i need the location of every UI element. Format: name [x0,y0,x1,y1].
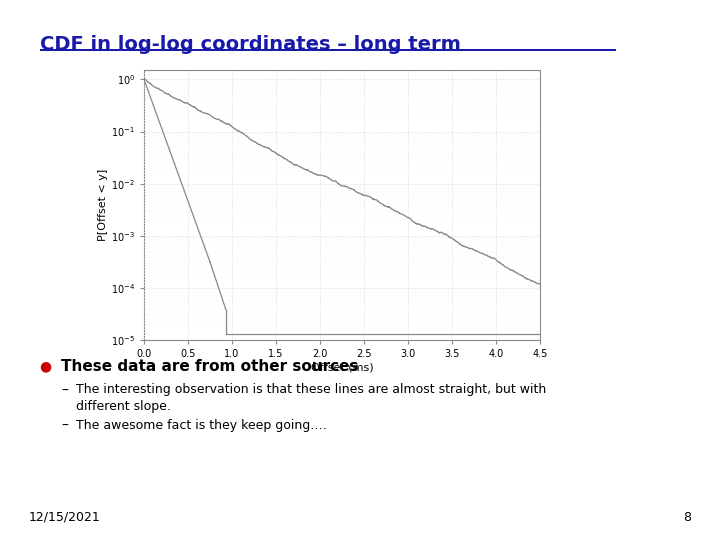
Text: The interesting observation is that these lines are almost straight, but with: The interesting observation is that thes… [76,383,546,396]
Text: CDF in log-log coordinates – long term: CDF in log-log coordinates – long term [40,35,461,54]
Text: These data are from other sources: These data are from other sources [61,359,359,374]
Text: ●: ● [40,359,52,373]
X-axis label: Offset (ms): Offset (ms) [311,362,373,372]
Text: 12/15/2021: 12/15/2021 [29,511,101,524]
Y-axis label: P[Offset < y]: P[Offset < y] [98,169,108,241]
Text: different slope.: different slope. [76,400,171,413]
Text: 8: 8 [683,511,691,524]
Text: –: – [61,383,68,397]
Text: –: – [61,418,68,433]
Text: The awesome fact is they keep going….: The awesome fact is they keep going…. [76,418,326,431]
